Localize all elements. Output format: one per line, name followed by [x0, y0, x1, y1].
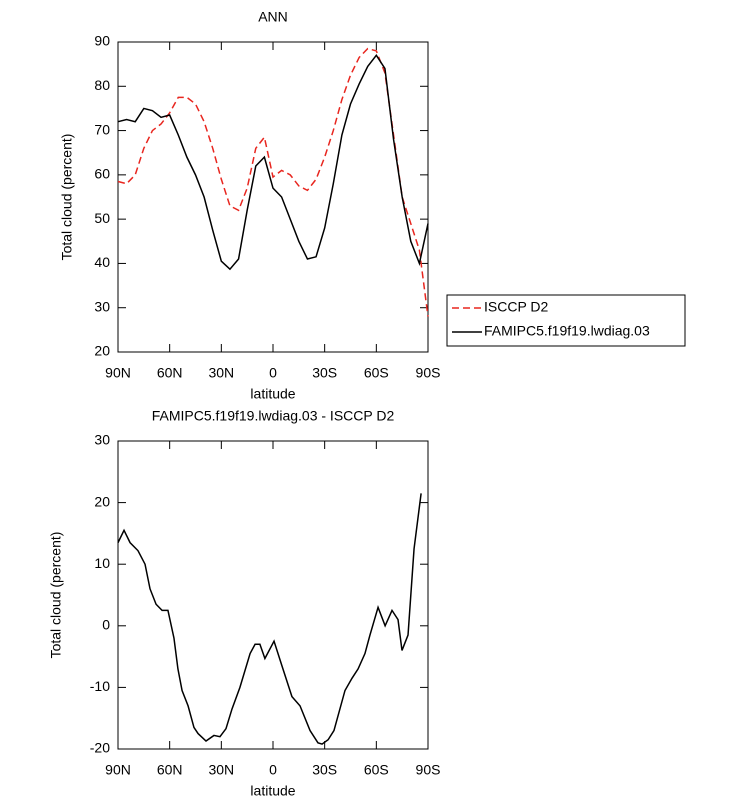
y-tick-label: 40: [94, 254, 110, 270]
x-tick-label: 60N: [157, 762, 183, 778]
x-tick-label: 30N: [208, 762, 234, 778]
y-tick-label: 20: [94, 343, 110, 359]
y-tick-label: -10: [90, 678, 110, 694]
x-axis-label: latitude: [250, 386, 295, 402]
y-tick-label: -20: [90, 740, 110, 756]
legend-label: FAMIPC5.f19f19.lwdiag.03: [484, 323, 650, 339]
x-tick-label: 0: [269, 762, 277, 778]
chart-title: FAMIPC5.f19f19.lwdiag.03 - ISCCP D2: [152, 408, 395, 424]
x-tick-label: 60N: [157, 365, 183, 381]
chart-title: ANN: [258, 9, 288, 25]
y-axis-label: Total cloud (percent): [59, 134, 75, 261]
y-tick-label: 90: [94, 33, 110, 49]
y-tick-label: 60: [94, 166, 110, 182]
y-tick-label: 50: [94, 210, 110, 226]
data-line: [117, 493, 422, 745]
data-line: [117, 53, 429, 271]
y-tick-label: 70: [94, 121, 110, 137]
data-line: [117, 47, 429, 317]
y-tick-label: 30: [94, 298, 110, 314]
legend-box: [446, 294, 686, 347]
y-tick-label: 0: [102, 617, 110, 633]
x-tick-label: 60S: [364, 365, 389, 381]
x-tick-label: 30S: [312, 762, 337, 778]
y-tick-label: 30: [94, 432, 110, 448]
y-tick-label: 10: [94, 555, 110, 571]
x-tick-label: 90S: [416, 365, 441, 381]
plot-frame: [117, 440, 429, 750]
legend-label: ISCCP D2: [484, 299, 549, 315]
y-axis-label: Total cloud (percent): [48, 532, 64, 659]
x-tick-label: 60S: [364, 762, 389, 778]
x-tick-label: 90N: [105, 365, 131, 381]
y-tick-label: 20: [94, 493, 110, 509]
x-tick-label: 90S: [416, 762, 441, 778]
plot-frame: [117, 41, 429, 353]
x-tick-label: 90N: [105, 762, 131, 778]
x-tick-label: 30S: [312, 365, 337, 381]
x-tick-label: 0: [269, 365, 277, 381]
x-tick-label: 30N: [208, 365, 234, 381]
y-tick-label: 80: [94, 77, 110, 93]
x-axis-label: latitude: [250, 783, 295, 799]
